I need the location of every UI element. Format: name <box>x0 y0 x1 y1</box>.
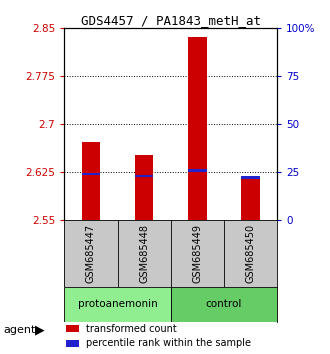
Text: GSM685449: GSM685449 <box>192 224 202 283</box>
Text: GSM685448: GSM685448 <box>139 224 149 283</box>
Text: transformed count: transformed count <box>86 324 177 334</box>
Bar <box>66 340 79 347</box>
Bar <box>135 155 153 220</box>
Bar <box>82 173 100 176</box>
Bar <box>241 176 260 179</box>
Bar <box>66 325 79 332</box>
Title: GDS4457 / PA1843_metH_at: GDS4457 / PA1843_metH_at <box>81 14 261 27</box>
Text: control: control <box>206 299 242 309</box>
Text: protoanemonin: protoanemonin <box>78 299 157 309</box>
Text: ▶: ▶ <box>35 324 44 336</box>
Text: agent: agent <box>3 325 36 335</box>
Bar <box>188 169 207 172</box>
Text: GSM685450: GSM685450 <box>246 224 256 283</box>
Bar <box>171 287 277 322</box>
Bar <box>188 37 207 220</box>
Text: GSM685447: GSM685447 <box>86 224 96 283</box>
Bar <box>241 177 260 220</box>
Text: percentile rank within the sample: percentile rank within the sample <box>86 338 251 348</box>
Bar <box>82 142 100 220</box>
Bar <box>135 175 153 177</box>
Bar <box>64 287 171 322</box>
